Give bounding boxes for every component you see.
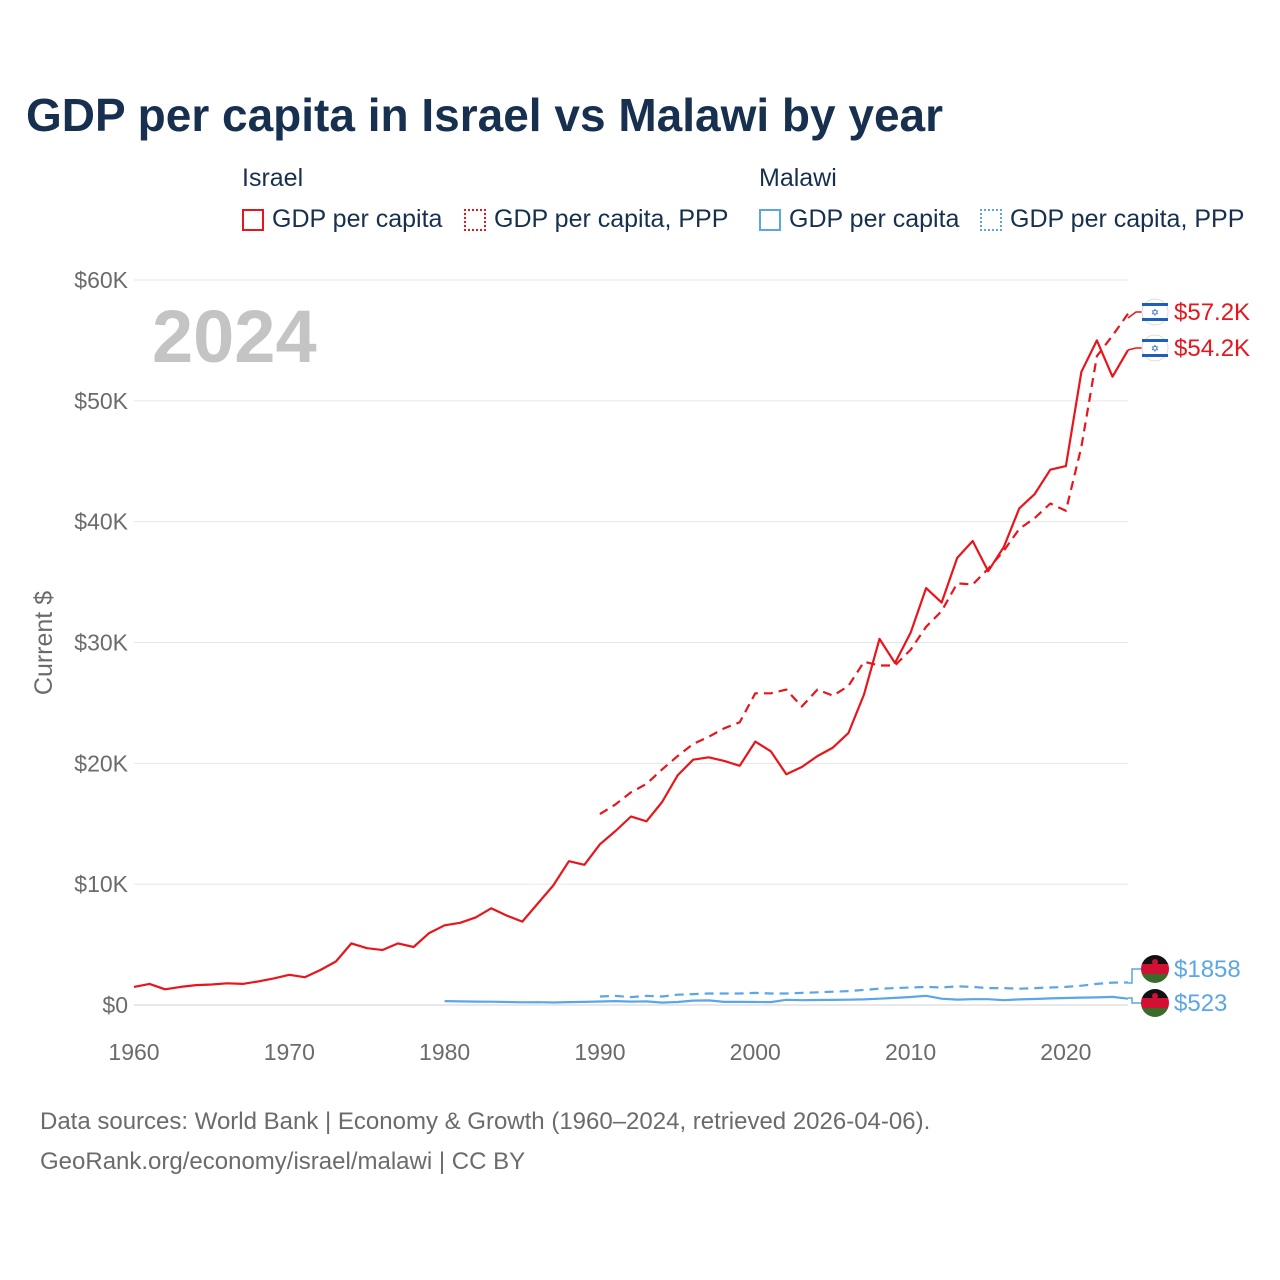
- legend-label: GDP per capita, PPP: [1010, 205, 1245, 233]
- svg-text:✡: ✡: [1151, 344, 1159, 355]
- end-value-israel-ppp: $57.2K: [1174, 299, 1250, 326]
- x-tick-label: 2010: [885, 1039, 936, 1065]
- y-tick-label: $0: [102, 992, 128, 1018]
- end-label-malawi-ppp: $1858: [1128, 955, 1241, 984]
- end-label-israel-gdp: ✡ $54.2K: [1127, 334, 1250, 362]
- legend-label: GDP per capita, PPP: [494, 205, 729, 233]
- legend-item-israel-gdp[interactable]: GDP per capita: [242, 205, 442, 234]
- page-title: GDP per capita in Israel vs Malawi by ye…: [26, 89, 944, 141]
- y-tick-label: $40K: [74, 509, 128, 535]
- y-tick-label: $20K: [74, 750, 128, 776]
- legend-label: GDP per capita: [789, 205, 960, 233]
- series-line-israel-gdp: [133, 339, 1129, 991]
- y-axis-label: Current $: [30, 591, 58, 695]
- legend-group-israel: Israel: [242, 164, 304, 192]
- series-line-malawi-gdp: [444, 994, 1129, 1004]
- end-label-malawi-gdp: $523: [1128, 989, 1227, 1017]
- grid-lines: [134, 279, 1128, 1006]
- series-lines: [133, 313, 1129, 1004]
- y-tick-label: $30K: [74, 630, 128, 656]
- y-axis: $0 $10K $20K $30K $40K $50K $60K: [74, 267, 128, 1018]
- series-line-malawi-ppp: [599, 981, 1129, 999]
- x-axis: 1960 1970 1980 1990 2000 2010 2020: [108, 1039, 1091, 1065]
- year-watermark: 2024: [152, 295, 317, 378]
- x-tick-label: 1980: [419, 1039, 470, 1065]
- legend-item-malawi-ppp[interactable]: GDP per capita, PPP: [980, 205, 1244, 234]
- footer-sources: Data sources: World Bank | Economy & Gro…: [40, 1108, 931, 1135]
- line-chart: $0$10K$20K$30K$40K$50K$60K 1960 1970 1980 1…: [30, 267, 1250, 1065]
- end-value-malawi-gdp: $523: [1174, 990, 1227, 1017]
- legend-swatch-dotted-red: [464, 208, 486, 231]
- y-tick-label: $50K: [74, 388, 128, 414]
- x-tick-label: 1990: [574, 1039, 625, 1065]
- legend-item-malawi-gdp[interactable]: GDP per capita: [759, 205, 959, 234]
- legend-swatch-solid-blue: [759, 208, 781, 231]
- malawi-flag-icon: [1141, 989, 1169, 1017]
- x-tick-label: 2000: [730, 1039, 781, 1065]
- legend-swatch-dotted-blue: [980, 208, 1002, 231]
- y-tick-label: $60K: [74, 267, 128, 293]
- legend-swatch-solid-red: [242, 208, 264, 231]
- x-tick-label: 1960: [108, 1039, 159, 1065]
- x-tick-label: 2020: [1040, 1039, 1091, 1065]
- end-value-malawi-ppp: $1858: [1174, 956, 1241, 983]
- end-label-israel-ppp: ✡ $57.2K: [1127, 298, 1250, 326]
- malawi-flag-icon: [1141, 955, 1169, 983]
- legend-item-israel-ppp[interactable]: GDP per capita, PPP: [464, 205, 728, 234]
- x-tick-label: 1970: [264, 1039, 315, 1065]
- series-line-israel-ppp: [599, 313, 1129, 816]
- footer-credit: GeoRank.org/economy/israel/malawi | CC B…: [40, 1148, 526, 1175]
- legend-group-malawi: Malawi: [759, 164, 837, 192]
- svg-text:✡: ✡: [1151, 308, 1159, 319]
- legend-label: GDP per capita: [272, 205, 443, 233]
- end-value-israel-gdp: $54.2K: [1174, 335, 1250, 362]
- y-tick-label: $10K: [74, 871, 128, 897]
